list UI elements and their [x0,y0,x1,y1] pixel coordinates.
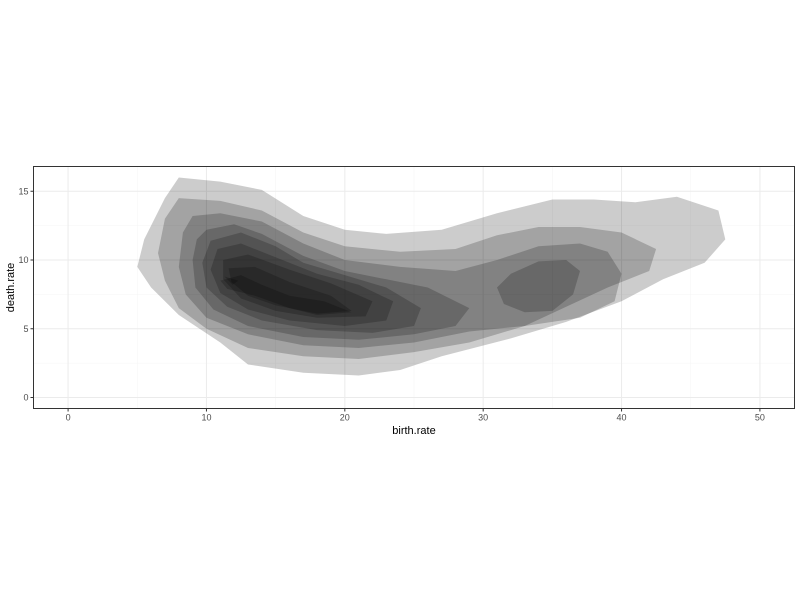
density-band-2 [158,198,657,359]
density-bands [137,177,726,376]
y-tick-label: 5 [23,324,28,334]
y-tick-label: 0 [23,393,28,403]
density-band-1 [137,177,726,376]
density-band-8 [228,266,352,314]
density-band-4 [192,224,470,340]
y-tick-label: 15 [18,186,28,196]
density-band-7 [223,254,373,318]
x-tick-label: 20 [340,413,350,423]
x-tick-label: 30 [478,413,488,423]
density-band-3 [178,213,622,348]
x-tick-label: 0 [66,413,71,423]
x-tick-label: 40 [617,413,627,423]
x-tick-label: 10 [201,413,211,423]
density-band-6 [210,243,394,326]
x-tick-label: 50 [755,413,765,423]
grid-major [33,166,795,409]
y-axis: 0 5 10 15 [18,186,34,403]
density-band-10 [224,276,239,285]
x-axis-title: birth.rate [392,425,435,437]
y-axis-title: death.rate [5,263,17,313]
density-band-5 [202,232,421,333]
density-band-9 [220,275,352,315]
x-axis: 0 10 20 30 40 50 [66,408,765,423]
density-band-11 [497,260,580,313]
panel-border [33,166,795,409]
grid-minor [33,166,795,409]
y-tick-label: 10 [18,255,28,265]
